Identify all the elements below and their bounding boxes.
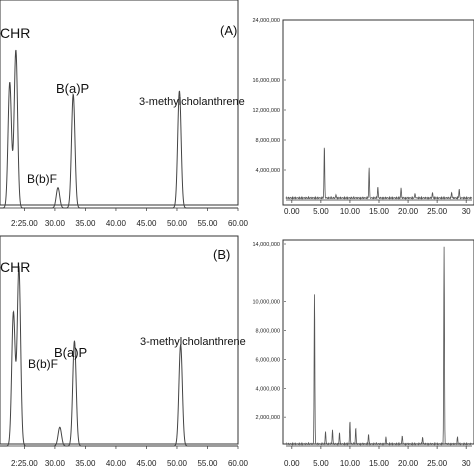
- peak-annotation: 3-methylcholanthrene: [140, 336, 246, 348]
- peak-annotation: B(a)P: [56, 81, 89, 96]
- x-tick-label: 60.00: [228, 219, 249, 228]
- x-tick-label: 40.00: [106, 459, 127, 468]
- x-tick-label: 5.00: [313, 459, 329, 468]
- y-tick-label: 8,000,000: [256, 138, 280, 144]
- panel-b-x-ticks: 2:25.00 30.00 35.00 40.00 45.00 50.00 55.00 60.…: [11, 446, 249, 468]
- x-tick-label: 45.00: [136, 219, 157, 228]
- x-tick-label: 15.00: [369, 459, 390, 468]
- peak-annotation: CHR: [0, 25, 30, 41]
- y-tick-label: 8,000,000: [256, 329, 280, 335]
- y-tick-label: 4,000,000: [256, 168, 280, 174]
- panel-a-annotations: CHR B(b)F B(a)P 3-methylcholanthrene: [0, 25, 245, 186]
- panel-top-right-trace: [285, 147, 473, 201]
- x-tick-label: 20.00: [398, 459, 419, 468]
- panel-b-annotations: CHR B(b)FB(a)P 3-methylcholanthrene: [0, 259, 246, 371]
- y-tick-label: 24,000,000: [252, 18, 280, 24]
- y-tick-label: 16,000,000: [252, 78, 280, 84]
- panel-b-frame: [0, 235, 239, 445]
- y-tick-label: 14,000,000: [252, 242, 280, 248]
- x-tick-label: 10.00: [340, 207, 361, 216]
- y-tick-label: 10,000,000: [252, 300, 280, 306]
- peak-annotation: CHR: [0, 259, 30, 275]
- panel-a-trace: [0, 49, 238, 209]
- x-tick-label: 2:25.00: [11, 219, 38, 228]
- panel-a-frame: [0, 0, 239, 206]
- x-tick-label: 0.00: [284, 207, 300, 216]
- x-tick-label: 5.00: [313, 207, 329, 216]
- panel-bottom-right-y-ticks: 14,000,000 10,000,000 8,000,000 6,000,000 4,…: [252, 242, 286, 421]
- panel-bottom-right-frame: [282, 239, 474, 445]
- x-tick-label: 40.00: [106, 219, 127, 228]
- panel-top-right-x-ticks: 0.00 5.00 10.00 15.00 20.00 25.00 30: [284, 200, 471, 216]
- x-tick-label: 0.00: [284, 459, 300, 468]
- panel-bottom-right-trace: [285, 246, 473, 447]
- x-tick-label: 10.00: [340, 459, 361, 468]
- peak-annotation: B(b)F: [27, 172, 57, 186]
- x-tick-label: 50.00: [167, 219, 188, 228]
- y-tick-label: 2,000,000: [256, 415, 280, 421]
- x-tick-label: 25.00: [427, 459, 448, 468]
- x-tick-label: 60.00: [228, 459, 249, 468]
- x-tick-label: 55.00: [197, 459, 218, 468]
- chromatogram-panel-bottom-right: 14,000,000 10,000,000 8,000,000 6,000,000 4,…: [252, 239, 474, 468]
- y-tick-label: 4,000,000: [256, 386, 280, 392]
- panel-label-a: (A): [220, 23, 237, 38]
- y-tick-label: 12,000,000: [252, 108, 280, 114]
- x-tick-label: 35.00: [75, 459, 96, 468]
- trace-line: [285, 246, 473, 446]
- y-tick-label: 6,000,000: [256, 357, 280, 363]
- x-tick-label: 2:25.00: [11, 459, 38, 468]
- panel-a-x-ticks: 2:25.00 30.00 35.00 40.00 45.00 50.00 55.00 60.…: [11, 208, 249, 228]
- peak-annotation: 3-methylcholanthrene: [139, 96, 245, 108]
- chromatogram-panel-a: (A) 2:25.00 30.00 35.00 40.00 45.00 50.00 55.0…: [0, 0, 249, 228]
- panel-bottom-right-x-ticks: 0.00 5.00 10.00 15.00 20.00 25.00 30: [284, 446, 471, 468]
- panel-top-right-y-ticks: 24,000,000 16,000,000 12,000,000 8,000,000 4…: [252, 18, 286, 174]
- x-tick-label: 30.00: [45, 459, 66, 468]
- x-tick-label: 15.00: [369, 207, 390, 216]
- panel-top-right-frame: [282, 19, 474, 206]
- x-tick-label: 55.00: [197, 219, 218, 228]
- x-tick-label: 20.00: [398, 207, 419, 216]
- peak-annotation: B(a)P: [54, 345, 87, 360]
- x-tick-label: 50.00: [167, 459, 188, 468]
- panel-b-trace: [0, 265, 238, 447]
- peak-annotation: B(b)F: [28, 357, 58, 371]
- panel-label-b: (B): [213, 247, 230, 262]
- chromatogram-panel-top-right: 24,000,000 16,000,000 12,000,000 8,000,000 4…: [252, 18, 474, 216]
- x-tick-label: 35.00: [75, 219, 96, 228]
- trace-line: [285, 147, 473, 200]
- x-tick-label: 30: [462, 207, 471, 216]
- chromatogram-panel-b: (B) 2:25.00 30.00 35.00 40.00 45.00 50.00 55.0…: [0, 235, 249, 468]
- x-tick-label: 45.00: [136, 459, 157, 468]
- x-tick-label: 25.00: [427, 207, 448, 216]
- x-tick-label: 30.00: [45, 219, 66, 228]
- x-tick-label: 30: [462, 459, 471, 468]
